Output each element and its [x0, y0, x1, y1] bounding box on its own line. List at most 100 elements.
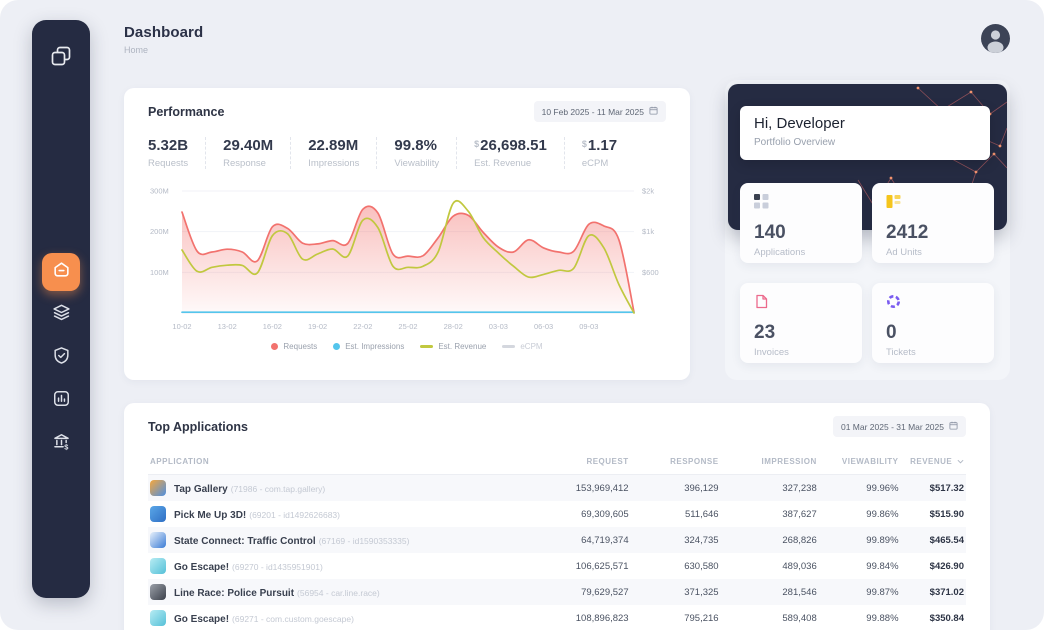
- calendar-icon: [949, 421, 958, 432]
- cell-request: 69,309,605: [581, 508, 629, 520]
- shield-check-icon: [52, 346, 71, 370]
- cell-revenue: $465.54: [900, 527, 966, 553]
- cell-revenue: $426.90: [929, 560, 964, 572]
- cell-request: 79,629,527: [524, 579, 631, 605]
- svg-text:16-02: 16-02: [263, 322, 282, 331]
- page-title: Dashboard: [124, 24, 204, 41]
- app-icon: [150, 506, 166, 522]
- cell-revenue: $371.02: [900, 579, 966, 605]
- card-label: Ad Units: [886, 247, 922, 258]
- app-icon: [150, 532, 166, 548]
- svg-text:22-02: 22-02: [353, 322, 372, 331]
- stat-value: $1.17: [581, 137, 618, 154]
- column-header-viewability[interactable]: Viewability: [818, 449, 901, 475]
- invoices-icon: [754, 294, 769, 313]
- legend-toggle-est-impressions[interactable]: Est. Impressions: [333, 342, 404, 351]
- cell-revenue: $517.32: [900, 474, 966, 501]
- sidebar-item-dashboard[interactable]: [42, 253, 80, 291]
- portfolio-card-tickets[interactable]: 0 Tickets: [872, 283, 994, 363]
- svg-text:06-03: 06-03: [534, 322, 553, 331]
- sidebar-item-reports[interactable]: [42, 382, 80, 420]
- legend-marker: [271, 343, 279, 350]
- legend-label: Est. Impressions: [345, 342, 405, 351]
- portfolio-stat-grid: 140 Applications 2412 Ad Units 23 Invoices 0 Ti…: [740, 183, 994, 363]
- app-name[interactable]: State Connect: Traffic Control: [174, 536, 316, 547]
- performance-date-range[interactable]: 10 Feb 2025 - 11 Mar 2025: [533, 101, 666, 122]
- logo[interactable]: [32, 44, 90, 73]
- cell-request: 108,896,823: [575, 612, 629, 624]
- app-meta: (69271 - com.custom.goescape): [232, 614, 354, 624]
- app-name[interactable]: Go Escape!: [174, 614, 230, 625]
- cell-response: 371,325: [630, 579, 721, 605]
- table-row[interactable]: Tap Gallery (71986 - com.tap.gallery) 153,…: [148, 474, 966, 501]
- top-applications-panel: Top Applications 01 Mar 2025 - 31 Mar 20…: [124, 403, 990, 630]
- cell-viewability: 99.86%: [866, 508, 899, 520]
- chart-canvas: 300M 200M 100M $2k $1k $600 10-02 13-02 16-02 19-…: [150, 187, 659, 332]
- sidebar: $: [32, 20, 90, 598]
- portfolio-card-ad-units[interactable]: 2412 Ad Units: [872, 183, 994, 263]
- layers-icon: [52, 303, 71, 327]
- cell-impression: 387,627: [782, 508, 817, 520]
- sidebar-nav: $: [32, 253, 90, 463]
- app-icon: [150, 610, 166, 626]
- table-row[interactable]: Pick Me Up 3D! (69201 - id1492626683) 69,3…: [148, 501, 966, 527]
- home-icon: [52, 260, 71, 284]
- card-label: Applications: [754, 247, 806, 258]
- cell-impression: 281,546: [720, 579, 819, 605]
- cell-viewability: 99.88%: [866, 612, 899, 624]
- svg-text:$600: $600: [642, 268, 659, 277]
- sort-chevron-icon: [957, 459, 964, 464]
- table-row[interactable]: Go Escape! (69270 - id1435951901) 106,625,…: [148, 553, 966, 579]
- column-header-impression[interactable]: Impression: [720, 449, 819, 475]
- column-header-revenue[interactable]: Revenue: [900, 449, 966, 475]
- table-row[interactable]: State Connect: Traffic Control (67169 - i…: [148, 527, 966, 553]
- legend-toggle-ecpm[interactable]: eCPM: [502, 342, 543, 351]
- top-applications-title: Top Applications: [148, 419, 248, 434]
- app-name[interactable]: Line Race: Police Pursuit: [174, 588, 295, 599]
- sidebar-item-ad-quality[interactable]: [42, 339, 80, 377]
- breadcrumb: Home: [124, 45, 149, 55]
- column-header-request[interactable]: Request: [524, 449, 631, 475]
- person-icon: [987, 30, 1004, 53]
- table-row[interactable]: Line Race: Police Pursuit (56954 - car.li…: [148, 579, 966, 605]
- legend-toggle-est-revenue[interactable]: Est. Revenue: [420, 342, 486, 351]
- portfolio-card-invoices[interactable]: 23 Invoices: [740, 283, 862, 363]
- svg-text:13-02: 13-02: [218, 322, 237, 331]
- calendar-icon: [649, 106, 658, 117]
- app-name[interactable]: Tap Gallery: [174, 484, 228, 495]
- legend-marker: [333, 343, 341, 350]
- cell-viewability: 99.84%: [866, 560, 899, 572]
- column-header-application[interactable]: Application: [148, 449, 525, 475]
- app-name[interactable]: Pick Me Up 3D!: [174, 510, 247, 521]
- date-range-label: 01 Mar 2025 - 31 Mar 2025: [840, 421, 944, 432]
- legend-toggle-requests[interactable]: Requests: [271, 342, 317, 351]
- stat-label: Requests: [148, 158, 189, 169]
- top-applications-date-range[interactable]: 01 Mar 2025 - 31 Mar 2025: [832, 416, 966, 437]
- performance-stat: 29.40M Response: [206, 137, 292, 169]
- cell-response: 795,216: [684, 612, 719, 624]
- sidebar-item-applications[interactable]: [42, 296, 80, 334]
- legend-label: Est. Revenue: [438, 342, 487, 351]
- legend-label: eCPM: [520, 342, 543, 351]
- table-row[interactable]: Go Escape! (69271 - com.custom.goescape) 1…: [148, 605, 966, 630]
- column-header-response[interactable]: Response: [630, 449, 721, 475]
- svg-text:100M: 100M: [150, 268, 169, 277]
- cell-impression: 327,238: [720, 474, 819, 501]
- svg-text:10-02: 10-02: [172, 322, 191, 331]
- cell-impression: 589,408: [782, 612, 817, 624]
- stat-label: Response: [223, 158, 266, 169]
- app-name[interactable]: Go Escape!: [174, 562, 230, 573]
- svg-text:200M: 200M: [150, 227, 169, 236]
- sidebar-item-billing[interactable]: $: [42, 425, 80, 463]
- performance-stat: 22.89M Impressions: [291, 137, 378, 169]
- portfolio-card-applications[interactable]: 140 Applications: [740, 183, 862, 263]
- user-avatar[interactable]: [981, 24, 1010, 53]
- cell-viewability: 99.87%: [818, 579, 901, 605]
- performance-chart: 300M 200M 100M $2k $1k $600 10-02 13-02 16-02 19-…: [148, 181, 666, 352]
- logo-icon: [49, 44, 73, 73]
- page-header: Dashboard Home: [124, 24, 1010, 55]
- cell-response: 324,735: [630, 527, 721, 553]
- app-icon: [150, 480, 166, 496]
- bar-chart-icon: [52, 389, 71, 413]
